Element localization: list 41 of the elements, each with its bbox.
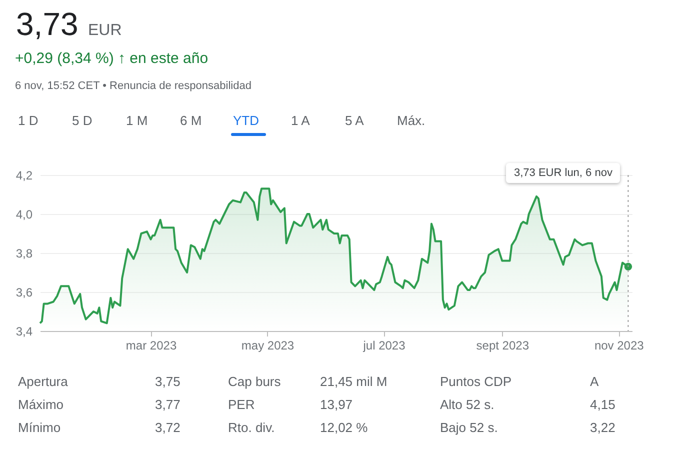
text: 1 D [18, 113, 38, 128]
text: +0,29 (8,34 %) ↑ en este año [15, 50, 208, 67]
text: Mínimo [18, 420, 61, 435]
text: Rto. div. [228, 420, 275, 435]
text: 3,75 [155, 374, 180, 389]
y-tick-label: 3,8 [16, 246, 33, 260]
chart-title: 3,73 [16, 6, 78, 43]
text: YTD [233, 113, 259, 128]
text: A [590, 374, 599, 389]
x-tick-label: may 2023 [241, 338, 294, 352]
text: 12,02 % [320, 420, 368, 435]
text: PER [228, 397, 255, 412]
annotation: 3,73 EUR lun, 6 nov [506, 163, 620, 183]
x-tick-label: mar 2023 [126, 338, 177, 352]
text: 4,15 [590, 397, 616, 412]
text: 6 nov, 15:52 CET • Renuncia de responsabilidad [15, 80, 252, 92]
text: Puntos CDP [440, 374, 512, 389]
y-tick-label: 3,4 [16, 324, 33, 338]
text: Bajo 52 s. [440, 420, 498, 435]
text: Máximo [18, 397, 64, 412]
text: 3,22 [590, 420, 616, 435]
text: 6 M [180, 113, 202, 128]
text: 1 A [291, 113, 310, 128]
y-tick-label: 3,6 [16, 286, 33, 300]
x-tick-label: jul 2023 [362, 338, 406, 352]
text: 1 M [126, 113, 148, 128]
x-tick-label: nov 2023 [594, 338, 644, 352]
text: 5 A [345, 113, 364, 128]
text: 3,77 [155, 397, 180, 412]
text: 21,45 mil M [320, 374, 388, 389]
y-tick-label: 4,0 [16, 208, 33, 222]
text: 13,97 [320, 397, 353, 412]
y-tick-label: 4,2 [16, 168, 33, 182]
x-tick-label: sept 2023 [476, 338, 530, 352]
text: Máx. [397, 113, 426, 128]
text: Alto 52 s. [440, 397, 494, 412]
text: 5 D [72, 113, 92, 128]
text: Cap burs [228, 374, 281, 389]
text: EUR [88, 22, 122, 40]
text: 3,72 [155, 420, 180, 435]
text: Apertura [18, 374, 68, 389]
